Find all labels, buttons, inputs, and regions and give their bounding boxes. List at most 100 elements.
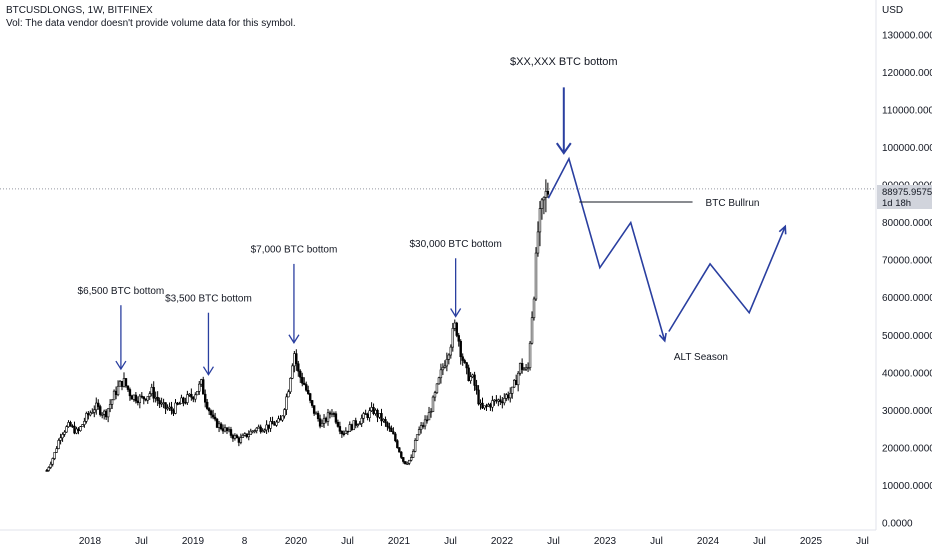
candle-body <box>485 405 488 408</box>
candle-body <box>312 405 316 414</box>
candle-body <box>503 398 506 404</box>
candle-body <box>217 423 221 428</box>
candle-body <box>136 400 140 403</box>
x-tick-label: Jul <box>341 536 354 547</box>
candle-body <box>348 424 351 432</box>
candle-body <box>249 430 252 435</box>
candle-body <box>382 419 385 422</box>
candle-body <box>303 382 306 385</box>
candle-body <box>277 418 280 423</box>
candle-body <box>449 346 453 356</box>
candle-body <box>200 379 203 385</box>
candle-body <box>190 393 193 398</box>
candle-body <box>239 437 243 443</box>
candle-body <box>257 426 260 429</box>
candle-body <box>293 353 296 367</box>
candle-body <box>376 409 379 418</box>
annotation-arrowhead <box>555 142 572 155</box>
candle-body <box>528 342 532 368</box>
candle-body <box>352 420 355 431</box>
candle-body <box>520 363 524 370</box>
y-tick-label: 10000.0000 <box>882 481 932 492</box>
projection-path-2 <box>668 226 786 332</box>
candle-body <box>178 403 181 405</box>
x-tick-label: 8 <box>242 536 248 547</box>
candle-body <box>255 427 258 431</box>
candle-body <box>81 424 84 427</box>
candle-body <box>132 394 136 400</box>
candle-body <box>164 402 167 409</box>
candle-body <box>65 426 68 433</box>
candle-body <box>285 396 288 410</box>
candle-body <box>194 394 197 400</box>
candle-body <box>211 414 215 418</box>
candle-body <box>530 317 534 344</box>
candle-body <box>227 429 231 432</box>
candle-body <box>251 430 254 433</box>
annotation-label: $30,000 BTC bottom <box>410 239 502 250</box>
candle-body <box>507 394 510 399</box>
candle-body <box>104 410 108 418</box>
candle-body <box>368 410 371 418</box>
candle-body <box>342 433 346 435</box>
candle-body <box>57 440 60 449</box>
y-tick-label: 0.0000 <box>882 519 913 530</box>
candle-body <box>439 369 443 379</box>
candle-body <box>269 421 272 429</box>
x-axis-ticks: 2018 Jul 2019 8 2020 Jul 2021 Jul 2022 Jul 2023 Jul… <box>79 536 869 547</box>
candle-body <box>55 448 58 453</box>
candle-body <box>196 390 199 396</box>
y-tick-label: 120000.0000 <box>882 68 932 79</box>
price-tag-countdown: 1d 18h <box>882 198 911 209</box>
candle-body <box>481 402 484 409</box>
candle-body <box>221 428 225 432</box>
candle-body <box>223 427 227 432</box>
candle-body <box>493 399 496 402</box>
candle-body <box>522 368 526 371</box>
candle-body <box>263 429 266 432</box>
annotations: $6,500 BTC bottom$3,500 BTC bottom $7,000… <box>78 56 618 376</box>
candle-body <box>475 385 478 391</box>
candle-body <box>469 376 472 381</box>
candle-body <box>433 392 437 398</box>
candle-body <box>291 365 294 379</box>
candle-body <box>112 390 116 401</box>
candle-body <box>59 437 62 441</box>
price-tag: 88975.9575 1d 18h <box>877 185 932 209</box>
alt-season-label: ALT Season <box>674 352 728 363</box>
annotation-label: $7,000 BTC bottom <box>251 245 338 256</box>
candle-body <box>265 424 268 431</box>
candle-body <box>497 399 500 402</box>
candle-body <box>324 417 328 422</box>
candlestick-series <box>45 179 550 472</box>
annotation-label: $6,500 BTC bottom <box>78 286 165 297</box>
projection-arrowhead-2 <box>778 224 787 235</box>
candle-body <box>301 376 304 384</box>
candle-body <box>170 406 173 411</box>
x-tick-label: 2025 <box>800 536 823 547</box>
y-tick-label: 20000.0000 <box>882 443 932 454</box>
candle-body <box>166 407 169 410</box>
candle-body <box>184 401 187 404</box>
candle-body <box>516 372 520 386</box>
candle-body <box>182 397 185 403</box>
candle-body <box>287 391 290 398</box>
candle-body <box>461 356 464 361</box>
candle-body <box>499 399 502 403</box>
candle-body <box>396 440 399 449</box>
candle-body <box>233 435 237 439</box>
candle-body <box>501 401 504 404</box>
candle-body <box>101 413 104 416</box>
candle-body <box>192 396 195 400</box>
candle-body <box>51 458 54 465</box>
candle-body <box>360 417 363 424</box>
candle-body <box>465 362 468 369</box>
candle-body <box>526 367 530 369</box>
candle-body <box>235 435 239 439</box>
symbol-title[interactable]: BTCUSDLONGS, 1W, BITFINEX <box>6 5 153 16</box>
candle-body <box>489 404 492 408</box>
candle-body <box>102 410 106 415</box>
y-tick-label: 110000.0000 <box>882 105 932 116</box>
candle-body <box>160 402 163 405</box>
candle-body <box>410 457 413 461</box>
